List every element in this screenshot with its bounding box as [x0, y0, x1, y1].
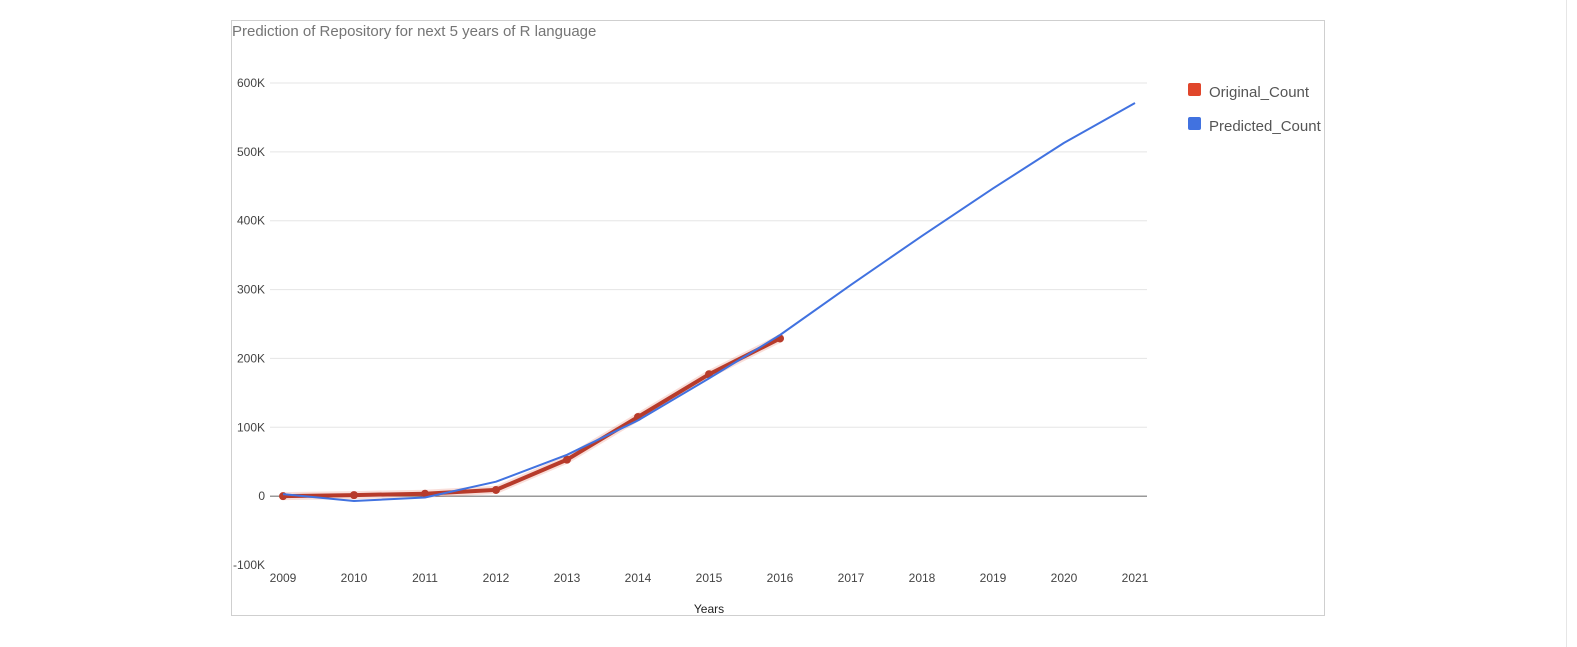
y-axis: -100K 0 100K 200K 300K 400K 500K 600K: [233, 76, 265, 572]
legend-label: Original_Count: [1209, 84, 1310, 101]
y-tick-label: 0: [258, 489, 265, 503]
y-tick-label: 300K: [237, 283, 265, 297]
x-tick-label: 2019: [980, 571, 1007, 585]
legend-swatch: [1188, 117, 1201, 130]
y-tick-label: 500K: [237, 145, 265, 159]
series-line: [282, 102, 1136, 502]
series-predicted-count: [282, 102, 1136, 502]
x-axis: 2009 2010 2011 2012 2013 2014 2015 2016 2017 2018…: [270, 571, 1149, 585]
series-original-count: [279, 334, 784, 501]
series-line-halo: [279, 334, 784, 501]
x-tick-label: 2010: [341, 571, 368, 585]
chart-title: Prediction of Repository for next 5 year…: [232, 23, 597, 40]
x-tick-label: 2009: [270, 571, 297, 585]
legend-label: Predicted_Count: [1209, 118, 1322, 135]
x-tick-label: 2017: [838, 571, 865, 585]
chart-container: Prediction of Repository for next 5 year…: [231, 20, 1325, 616]
legend: Original_Count Predicted_Count: [1188, 83, 1322, 135]
data-point: [421, 489, 429, 498]
data-point: [492, 485, 500, 494]
x-tick-label: 2013: [554, 571, 581, 585]
legend-swatch: [1188, 83, 1201, 96]
legend-item: Predicted_Count: [1188, 117, 1322, 135]
x-axis-label: Years: [694, 602, 724, 616]
x-tick-label: 2016: [767, 571, 794, 585]
x-tick-label: 2020: [1051, 571, 1078, 585]
y-tick-label: 600K: [237, 76, 265, 90]
series-line: [281, 336, 782, 499]
x-tick-label: 2012: [483, 571, 510, 585]
grid: [270, 82, 1147, 497]
data-point: [350, 491, 358, 500]
x-tick-label: 2018: [909, 571, 936, 585]
y-tick-label: 400K: [237, 214, 265, 228]
data-point: [279, 492, 287, 501]
y-tick-label: 200K: [237, 351, 265, 365]
x-tick-label: 2015: [696, 571, 723, 585]
x-tick-label: 2014: [625, 571, 652, 585]
y-tick-label: -100K: [233, 558, 265, 572]
data-point: [563, 455, 571, 464]
y-tick-label: 100K: [237, 420, 265, 434]
x-tick-label: 2011: [412, 571, 438, 585]
series: [279, 102, 1136, 502]
x-tick-label: 2021: [1122, 571, 1149, 585]
scrollbar[interactable]: [1566, 0, 1567, 647]
legend-item: Original_Count: [1188, 83, 1310, 101]
